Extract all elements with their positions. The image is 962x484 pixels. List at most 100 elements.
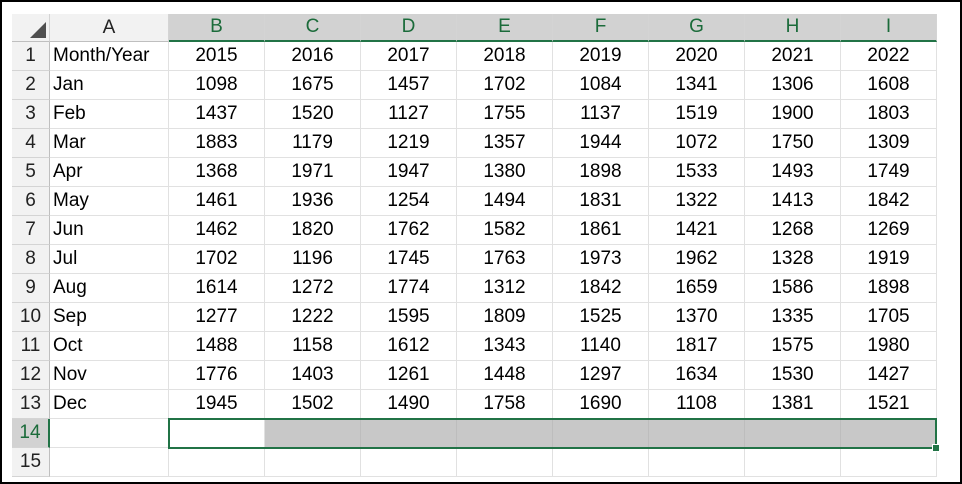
- cell-g7[interactable]: 1421: [649, 216, 745, 245]
- cell-f3[interactable]: 1137: [553, 100, 649, 129]
- cell-d4[interactable]: 1219: [361, 129, 457, 158]
- row-header-4[interactable]: 4: [12, 129, 50, 158]
- column-header-b[interactable]: B: [169, 14, 265, 42]
- cell-d10[interactable]: 1595: [361, 303, 457, 332]
- cell-g14[interactable]: [649, 419, 745, 448]
- cell-d3[interactable]: 1127: [361, 100, 457, 129]
- cell-f5[interactable]: 1898: [553, 158, 649, 187]
- cell-g12[interactable]: 1634: [649, 361, 745, 390]
- cell-f7[interactable]: 1861: [553, 216, 649, 245]
- cell-b12[interactable]: 1776: [169, 361, 265, 390]
- column-header-c[interactable]: C: [265, 14, 361, 42]
- cell-d1[interactable]: 2017: [361, 42, 457, 71]
- row-header-3[interactable]: 3: [12, 100, 50, 129]
- cell-e14[interactable]: [457, 419, 553, 448]
- cell-d14[interactable]: [361, 419, 457, 448]
- cell-e1[interactable]: 2018: [457, 42, 553, 71]
- cell-a15[interactable]: [50, 448, 169, 477]
- cell-e5[interactable]: 1380: [457, 158, 553, 187]
- cell-e10[interactable]: 1809: [457, 303, 553, 332]
- cell-f11[interactable]: 1140: [553, 332, 649, 361]
- cell-c2[interactable]: 1675: [265, 71, 361, 100]
- cell-c11[interactable]: 1158: [265, 332, 361, 361]
- cell-a14[interactable]: [50, 419, 169, 448]
- column-header-g[interactable]: G: [649, 14, 745, 42]
- cell-f4[interactable]: 1944: [553, 129, 649, 158]
- cell-h1[interactable]: 2021: [745, 42, 841, 71]
- cell-f8[interactable]: 1973: [553, 245, 649, 274]
- cell-a13[interactable]: Dec: [50, 390, 169, 419]
- cell-h3[interactable]: 1900: [745, 100, 841, 129]
- cell-c9[interactable]: 1272: [265, 274, 361, 303]
- column-header-f[interactable]: F: [553, 14, 649, 42]
- cell-a3[interactable]: Feb: [50, 100, 169, 129]
- cell-f1[interactable]: 2019: [553, 42, 649, 71]
- cell-b15[interactable]: [169, 448, 265, 477]
- cell-c4[interactable]: 1179: [265, 129, 361, 158]
- cell-h7[interactable]: 1268: [745, 216, 841, 245]
- cell-a6[interactable]: May: [50, 187, 169, 216]
- cell-d7[interactable]: 1762: [361, 216, 457, 245]
- cell-i7[interactable]: 1269: [841, 216, 937, 245]
- cell-d5[interactable]: 1947: [361, 158, 457, 187]
- row-header-12[interactable]: 12: [12, 361, 50, 390]
- cell-g11[interactable]: 1817: [649, 332, 745, 361]
- row-header-15[interactable]: 15: [12, 448, 50, 477]
- cell-d2[interactable]: 1457: [361, 71, 457, 100]
- cell-a11[interactable]: Oct: [50, 332, 169, 361]
- cell-a8[interactable]: Jul: [50, 245, 169, 274]
- cell-i13[interactable]: 1521: [841, 390, 937, 419]
- cell-a4[interactable]: Mar: [50, 129, 169, 158]
- cell-e13[interactable]: 1758: [457, 390, 553, 419]
- cell-a5[interactable]: Apr: [50, 158, 169, 187]
- cell-g3[interactable]: 1519: [649, 100, 745, 129]
- cell-e9[interactable]: 1312: [457, 274, 553, 303]
- cell-g10[interactable]: 1370: [649, 303, 745, 332]
- cell-h9[interactable]: 1586: [745, 274, 841, 303]
- cell-a1[interactable]: Month/Year: [50, 42, 169, 71]
- cell-i5[interactable]: 1749: [841, 158, 937, 187]
- cell-i4[interactable]: 1309: [841, 129, 937, 158]
- cell-h12[interactable]: 1530: [745, 361, 841, 390]
- cell-a12[interactable]: Nov: [50, 361, 169, 390]
- cell-h11[interactable]: 1575: [745, 332, 841, 361]
- cell-d9[interactable]: 1774: [361, 274, 457, 303]
- cell-e8[interactable]: 1763: [457, 245, 553, 274]
- cell-b1[interactable]: 2015: [169, 42, 265, 71]
- cell-b5[interactable]: 1368: [169, 158, 265, 187]
- cell-c5[interactable]: 1971: [265, 158, 361, 187]
- cell-e6[interactable]: 1494: [457, 187, 553, 216]
- cell-b4[interactable]: 1883: [169, 129, 265, 158]
- cell-a7[interactable]: Jun: [50, 216, 169, 245]
- cell-g1[interactable]: 2020: [649, 42, 745, 71]
- cell-f12[interactable]: 1297: [553, 361, 649, 390]
- row-header-10[interactable]: 10: [12, 303, 50, 332]
- cell-a10[interactable]: Sep: [50, 303, 169, 332]
- cell-i8[interactable]: 1919: [841, 245, 937, 274]
- cell-g13[interactable]: 1108: [649, 390, 745, 419]
- column-header-a[interactable]: A: [50, 14, 169, 42]
- row-header-13[interactable]: 13: [12, 390, 50, 419]
- row-header-8[interactable]: 8: [12, 245, 50, 274]
- cell-b7[interactable]: 1462: [169, 216, 265, 245]
- row-header-2[interactable]: 2: [12, 71, 50, 100]
- cell-i15[interactable]: [841, 448, 937, 477]
- column-header-e[interactable]: E: [457, 14, 553, 42]
- cell-i12[interactable]: 1427: [841, 361, 937, 390]
- cell-b6[interactable]: 1461: [169, 187, 265, 216]
- cell-d12[interactable]: 1261: [361, 361, 457, 390]
- cell-c14[interactable]: [265, 419, 361, 448]
- cell-g2[interactable]: 1341: [649, 71, 745, 100]
- cell-b10[interactable]: 1277: [169, 303, 265, 332]
- cell-b3[interactable]: 1437: [169, 100, 265, 129]
- cell-f6[interactable]: 1831: [553, 187, 649, 216]
- cell-e3[interactable]: 1755: [457, 100, 553, 129]
- cell-c1[interactable]: 2016: [265, 42, 361, 71]
- cell-e11[interactable]: 1343: [457, 332, 553, 361]
- cell-d8[interactable]: 1745: [361, 245, 457, 274]
- cell-g8[interactable]: 1962: [649, 245, 745, 274]
- cell-g15[interactable]: [649, 448, 745, 477]
- cell-i1[interactable]: 2022: [841, 42, 937, 71]
- cell-b2[interactable]: 1098: [169, 71, 265, 100]
- select-all-button[interactable]: [12, 14, 50, 42]
